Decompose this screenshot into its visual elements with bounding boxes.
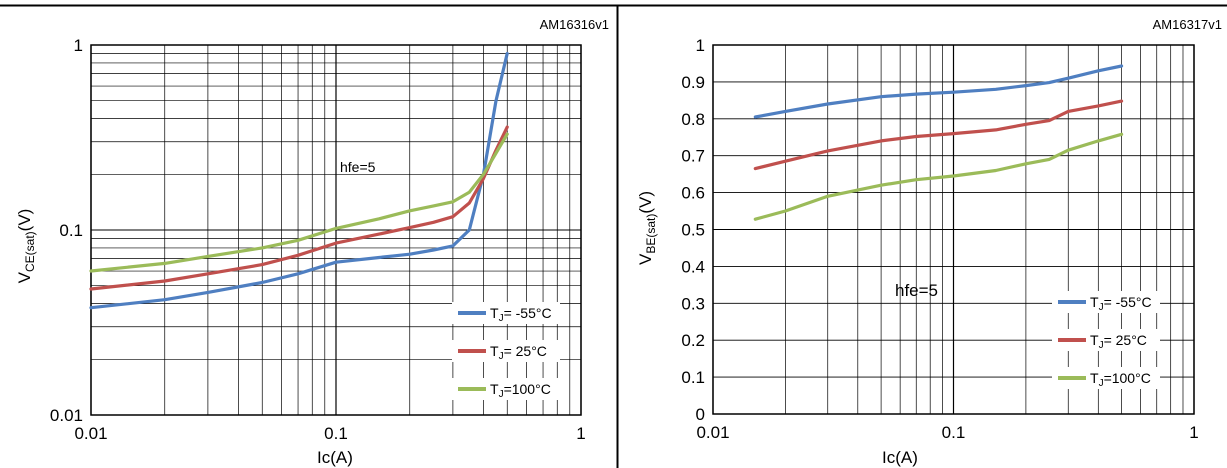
y-axis-label: VCE(sat)(V) <box>15 209 37 284</box>
x-axis-label: Ic(A) <box>882 448 918 467</box>
y-tick-label: 0.01 <box>50 406 83 425</box>
chart-code-label: AM16316v1 <box>540 17 609 32</box>
legend-entry-bg <box>452 302 560 324</box>
series-line-0 <box>753 64 1124 119</box>
series-lines <box>89 51 509 310</box>
vbe-sat-chart: AM16317v1 hfe=5 Ic(A) VBE(sat)(V) 0.01 0.… <box>636 17 1222 467</box>
y-tick-label: 1 <box>74 36 83 55</box>
y-axis-label-sub: CE(sat) <box>23 231 37 272</box>
series-lines <box>753 64 1124 221</box>
x-tick-label: 0.01 <box>696 423 729 442</box>
y-tick-label: 0.9 <box>681 73 705 92</box>
series-line-2 <box>89 132 509 273</box>
legend-entry-bg <box>452 378 560 400</box>
x-tick-label: 1 <box>1189 423 1198 442</box>
legend-label-2: TJ=100°C <box>1090 370 1151 389</box>
y-tick-label: 0.5 <box>681 221 705 240</box>
x-tick-label: 0.1 <box>942 423 966 442</box>
y-axis-label-unit: (V) <box>15 209 34 232</box>
y-tick-label: 0.3 <box>681 294 705 313</box>
y-tick-label: 0.8 <box>681 110 705 129</box>
tick-labels: 0.01 0.1 1 0 0.1 0.2 0.3 0.4 0.5 0.6 0.7 0.8 0.9 1 <box>681 36 1198 442</box>
y-tick-label: 1 <box>696 36 705 55</box>
legend-entry-bg <box>1052 367 1160 389</box>
y-axis-label: VBE(sat)(V) <box>636 191 658 265</box>
y-tick-label: 0.1 <box>59 221 83 240</box>
vce-sat-chart: AM16316v1 hfe=5 Ic(A) VCE(sat)(V) 0.01 0.… <box>15 17 609 467</box>
legend-entry-bg <box>1052 291 1160 313</box>
x-tick-label: 0.1 <box>324 424 348 443</box>
y-tick-label: 0.7 <box>681 147 705 166</box>
series-line-1 <box>89 125 509 291</box>
chart-legend: TJ= -55°C TJ= 25°C TJ=100°C <box>452 302 560 400</box>
y-axis-label-sub: BE(sat) <box>644 214 658 254</box>
y-tick-label: 0.2 <box>681 331 705 350</box>
chart-annotation: hfe=5 <box>340 159 376 175</box>
x-tick-label: 1 <box>576 424 585 443</box>
legend-label-1: TJ= 25°C <box>1090 332 1147 351</box>
legend-label-1: TJ= 25°C <box>490 343 547 362</box>
plot-frame <box>90 44 582 416</box>
legend-entry-bg <box>452 340 560 362</box>
plot-frame <box>712 44 1195 415</box>
legend-label-2: TJ=100°C <box>490 381 551 400</box>
legend-entry-bg <box>1052 329 1160 351</box>
series-line-1 <box>753 99 1124 171</box>
legend-label-0: TJ= -55°C <box>490 305 552 324</box>
y-axis-label-main: V <box>636 253 655 265</box>
legend-label-0: TJ= -55°C <box>1090 294 1152 313</box>
y-tick-label: 0 <box>696 405 705 424</box>
chart-legend: TJ= -55°C TJ= 25°C TJ=100°C <box>1052 291 1160 389</box>
y-tick-label: 0.6 <box>681 184 705 203</box>
tick-labels: 0.01 0.1 1 0.01 0.1 1 <box>50 36 586 443</box>
y-tick-label: 0.4 <box>681 257 705 276</box>
series-line-2 <box>753 132 1124 221</box>
y-axis-label-main: V <box>15 271 34 283</box>
chart-code-label: AM16317v1 <box>1153 17 1222 32</box>
x-tick-label: 0.01 <box>74 424 107 443</box>
y-tick-label: 0.1 <box>681 368 705 387</box>
y-axis-label-unit: (V) <box>636 191 655 214</box>
x-axis-label: Ic(A) <box>317 448 353 467</box>
